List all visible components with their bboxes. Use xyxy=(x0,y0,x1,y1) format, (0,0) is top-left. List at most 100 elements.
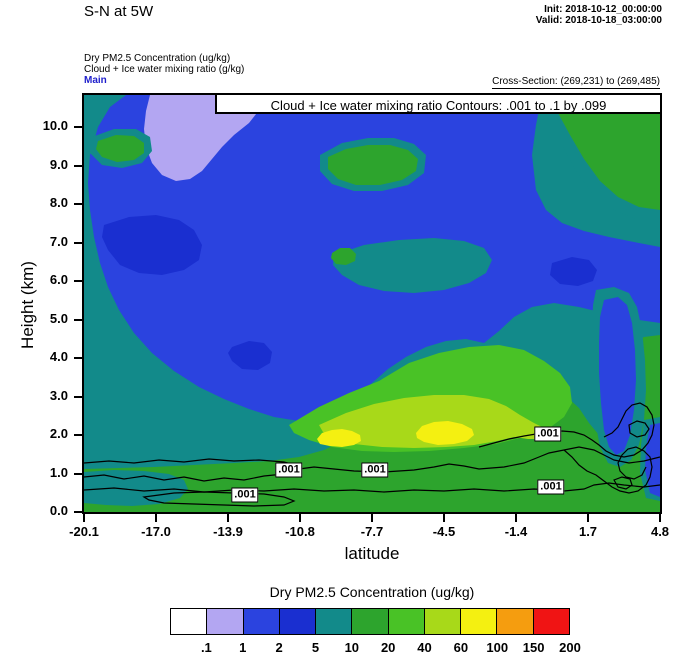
x-axis-title: latitude xyxy=(344,544,400,563)
colorbar-box xyxy=(423,609,461,634)
y-tick-label: 3.0 xyxy=(49,387,68,403)
colorbar xyxy=(170,608,570,635)
colorbar-box xyxy=(206,609,243,634)
colorbar-label: 200 xyxy=(559,640,581,655)
contour-label: .001 xyxy=(537,479,565,495)
y-tick-mark xyxy=(74,126,82,128)
cloud-loop-right-2 xyxy=(613,476,633,490)
x-tick-mark xyxy=(83,514,85,522)
field-label-cloud-ice: Cloud + Ice water mixing ratio (g/kg) xyxy=(84,64,245,75)
cloud-loop-right-1 xyxy=(628,420,650,438)
fill-region-yellowgreen-band xyxy=(319,395,552,448)
fill-region-green-upper-blob xyxy=(328,145,418,185)
x-tick-label: -10.8 xyxy=(285,524,315,539)
colorbar-label: 20 xyxy=(380,640,396,655)
x-tick-mark xyxy=(443,514,445,522)
colorbar-title: Dry PM2.5 Concentration (ug/kg) xyxy=(269,584,475,600)
fill-region-blue-right-col xyxy=(599,297,636,455)
colorbar-box xyxy=(278,609,316,634)
y-tick-mark xyxy=(74,434,82,436)
model-label: Main xyxy=(84,75,107,86)
y-tick-label: 7.0 xyxy=(49,233,68,249)
colorbar-label: 10 xyxy=(344,640,360,655)
colorbar-box xyxy=(242,609,279,634)
plot-title: Cloud + Ice water mixing ratio Contours:… xyxy=(215,93,662,114)
y-tick-label: 5.0 xyxy=(49,310,68,326)
x-tick-mark xyxy=(155,514,157,522)
contour-label: .001 xyxy=(361,462,389,478)
y-tick-mark xyxy=(74,395,82,398)
colorbar-box xyxy=(496,609,533,634)
y-tick-mark xyxy=(74,164,82,167)
cross-section-label: Cross-Section: (269,231) to (269,485) xyxy=(492,76,660,89)
colorbar-box xyxy=(171,609,207,634)
x-tick-label: -13.9 xyxy=(213,524,243,539)
y-tick-label: 6.0 xyxy=(49,272,68,287)
fill-region-darkblue-right xyxy=(550,257,597,286)
cloud-line-upper-left xyxy=(84,458,300,467)
colorbar-label: 150 xyxy=(522,640,545,655)
cloud-line-a xyxy=(84,446,660,482)
x-tick-label: 1.7 xyxy=(578,524,598,539)
x-tick-label: -7.7 xyxy=(360,524,384,539)
fill-region-teal-mid-blob xyxy=(333,238,492,293)
x-tick-label: -17.0 xyxy=(141,524,171,539)
y-tick-mark xyxy=(74,318,82,321)
fill-region-darkblue-lowleft xyxy=(228,341,272,370)
fill-region-yellow-core-right xyxy=(416,421,474,445)
cloud-loop-left xyxy=(142,491,296,507)
y-tick-mark xyxy=(74,203,82,205)
colorbar-label: 60 xyxy=(453,640,469,655)
x-tick-label: -20.1 xyxy=(69,524,99,539)
colorbar-box xyxy=(460,609,497,634)
colorbar-box xyxy=(315,609,352,634)
y-tick-mark xyxy=(74,472,82,475)
fill-region-green-dot-mid xyxy=(331,248,356,265)
x-tick-label: -4.5 xyxy=(432,524,456,539)
colorbar-box xyxy=(351,609,388,634)
colorbar-label: .1 xyxy=(200,640,212,655)
contour-label: .001 xyxy=(231,487,259,503)
colorbar-box xyxy=(532,609,569,634)
x-tick-mark xyxy=(227,514,229,522)
page-title: S-N at 5W xyxy=(84,3,154,20)
init-time: Init: 2018-10-12_00:00:00 xyxy=(544,4,662,15)
y-tick-label: 0.0 xyxy=(49,503,68,518)
y-tick-mark xyxy=(74,241,82,244)
x-tick-label: 4.8 xyxy=(650,524,670,539)
fill-region-yellow-core-left xyxy=(317,429,361,447)
field-label-pm25: Dry PM2.5 Concentration (ug/kg) xyxy=(84,53,231,64)
cloud-line-b xyxy=(84,482,660,493)
cross-section-plot: .001 .001 .001 .001 .001 Cloud + Ice water m… xyxy=(82,93,662,514)
x-tick-mark xyxy=(371,514,373,522)
x-axis-ticks: -20.1 -17.0 -13.9 -10.8 -7.7 -4.5 -1.4 1.7 4.8 xyxy=(69,514,669,544)
colorbar-label: 2 xyxy=(275,640,283,655)
fill-region-lavender-patch xyxy=(144,95,264,181)
valid-time: Valid: 2018-10-18_03:00:00 xyxy=(535,15,662,26)
colorbar-labels: .1 1 2 5 10 20 40 60 100 150 200 xyxy=(170,640,581,656)
colorbar-label: 1 xyxy=(239,640,247,655)
contour-label: .001 xyxy=(534,426,562,442)
y-tick-label: 4.0 xyxy=(49,349,68,364)
x-tick-mark xyxy=(299,514,301,522)
contour-label: .001 xyxy=(275,462,303,478)
y-tick-label: 8.0 xyxy=(49,195,68,210)
y-tick-mark xyxy=(74,511,82,513)
y-tick-label: 10.0 xyxy=(42,118,68,133)
x-tick-mark xyxy=(659,514,661,522)
y-tick-label: 9.0 xyxy=(49,156,68,172)
y-tick-mark xyxy=(74,357,82,359)
fill-region-green-left-blob xyxy=(96,135,144,162)
colorbar-label: 100 xyxy=(486,640,509,655)
colorbar-label: 5 xyxy=(311,640,320,655)
cloud-squiggle-right xyxy=(563,446,653,494)
colorbar-label: 40 xyxy=(417,640,432,655)
y-axis-ticks: 0.0 1.0 2.0 3.0 4.0 5.0 6.0 7.0 8.0 9.0 10.0 xyxy=(0,95,82,518)
contour-labels-layer: .001 .001 .001 .001 .001 xyxy=(84,95,660,512)
x-tick-label: -1.4 xyxy=(504,524,528,539)
colorbar-box xyxy=(387,609,424,634)
contour-plot-canvas xyxy=(84,95,660,512)
fill-region-darkblue-left xyxy=(102,215,202,275)
x-tick-mark xyxy=(587,514,589,522)
